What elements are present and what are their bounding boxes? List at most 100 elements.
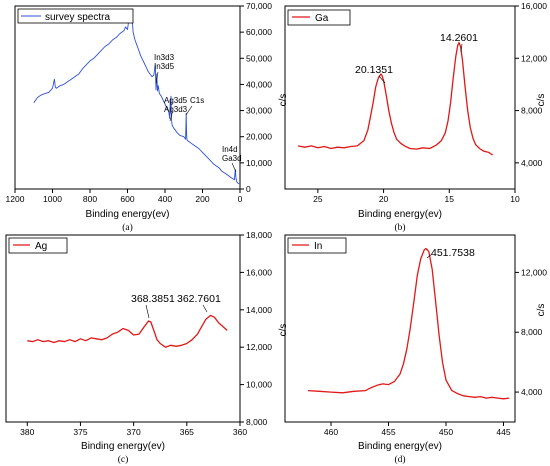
x-tick-label: 375 <box>73 427 87 437</box>
y-tick-label: 10,000 <box>246 380 272 390</box>
y-tick-label: 8,000 <box>521 106 543 116</box>
axis-ticks: 1200 1000 800 600 400 200 00 10,000 20,000 30,000… <box>6 1 273 204</box>
x-tick-label: 455 <box>381 427 395 437</box>
peak-leader-1 <box>426 253 433 259</box>
y-tick-label: 4,000 <box>521 158 543 168</box>
plot-frame <box>284 5 516 190</box>
axis-ticks: 25 20 15 10 4,000 8,000 12,000 16,000 <box>313 1 547 204</box>
x-tick-label: 25 <box>313 194 323 204</box>
x-tick-label: 15 <box>445 194 455 204</box>
y-tick-label: 12,000 <box>246 342 272 352</box>
series-line <box>33 16 240 185</box>
peak-leader-1 <box>378 75 386 84</box>
legend: In <box>287 237 347 254</box>
y-tick-label: 60,000 <box>246 27 272 37</box>
y-tick-label: 20,000 <box>246 132 272 142</box>
y-tick-label: 10,000 <box>246 158 272 168</box>
x-tick-label: 10 <box>510 194 520 204</box>
x-tick-label: 20 <box>379 194 389 204</box>
y-axis-label: c/s <box>536 94 547 107</box>
x-tick-label: 1000 <box>43 194 62 204</box>
legend-box <box>17 8 134 24</box>
legend-label: In <box>314 241 322 252</box>
y-tick-label: 4,000 <box>521 387 543 397</box>
y-tick-label: 16,000 <box>246 267 272 277</box>
x-tick-label: 1200 <box>6 194 25 204</box>
peak-leader-2 <box>460 43 463 53</box>
legend-label: Ag <box>35 241 47 252</box>
x-axis-label: Binding energy(ev) <box>358 441 442 452</box>
plot-frame <box>284 234 516 423</box>
y-tick-label: 16,000 <box>521 1 547 11</box>
plot-frame <box>5 234 241 423</box>
annotation-arrow-c1s <box>185 105 193 116</box>
y-tick-label: 30,000 <box>246 106 272 116</box>
legend-label: survey spectra <box>45 12 110 23</box>
series-line <box>307 247 510 400</box>
x-tick-label: 380 <box>20 427 34 437</box>
survey-chart: 1200 1000 800 600 400 200 00 10,000 20,000 30,000… <box>6 1 289 233</box>
peak-label-1: 20.1351 <box>355 64 393 76</box>
axis-ticks: 460 455 450 445 4,000 8,000 12,000 <box>324 267 547 437</box>
panel-caption: (d) <box>394 454 405 465</box>
x-tick-label: 800 <box>83 194 97 204</box>
peak-leader-2 <box>202 304 208 313</box>
annotation-ag3d5: Ag3d5 <box>164 96 188 105</box>
annotation-in3d5: In3d5 <box>154 62 175 71</box>
annotation-ga3d: Ga3d <box>222 154 242 163</box>
series <box>297 41 494 156</box>
series-line <box>297 41 494 156</box>
panel-caption: (a) <box>122 222 133 233</box>
y-tick-label: 0 <box>246 184 251 194</box>
legend-box <box>287 9 351 26</box>
x-tick-label: 600 <box>120 194 134 204</box>
y-axis-label: c/s <box>278 94 289 107</box>
legend-box <box>8 237 68 254</box>
annotation-c1s: C1s <box>190 96 204 105</box>
y-tick-label: 70,000 <box>246 1 272 11</box>
peak-label-2: 14.2601 <box>440 32 478 44</box>
x-tick-label: 370 <box>127 427 141 437</box>
legend: survey spectra <box>17 8 134 24</box>
peak-label-1: 368.3851 <box>131 293 175 305</box>
peak-label-2: 362.7601 <box>177 293 221 305</box>
x-tick-label: 360 <box>233 427 247 437</box>
panel-caption: (b) <box>394 222 405 233</box>
series-line <box>27 314 228 348</box>
panel-caption: (c) <box>118 454 129 465</box>
x-tick-label: 200 <box>195 194 209 204</box>
peak-label-1: 451.7538 <box>431 247 475 259</box>
x-axis-label: Binding energy(ev) <box>358 209 442 220</box>
annotation-arrow-in4d <box>231 162 237 173</box>
x-tick-label: 450 <box>439 427 453 437</box>
legend: Ga <box>287 9 351 26</box>
annotation-in3d3: In3d3 <box>154 53 175 62</box>
y-tick-label: 14,000 <box>246 305 272 315</box>
y-tick-label: 8,000 <box>521 327 543 337</box>
y-tick-label: 50,000 <box>246 53 272 63</box>
x-tick-label: 400 <box>158 194 172 204</box>
legend: Ag <box>8 237 68 254</box>
y-tick-label: 12,000 <box>521 53 547 63</box>
x-axis-label: Binding energy(ev) <box>81 441 165 452</box>
x-tick-label: 445 <box>496 427 510 437</box>
x-tick-label: 365 <box>180 427 194 437</box>
annotation-in4d: In4d <box>222 145 238 154</box>
series <box>33 16 240 185</box>
x-tick-label: 0 <box>238 194 243 204</box>
ga-chart: 25 20 15 10 4,000 8,000 12,000 16,000 Ga 20.135… <box>284 1 547 233</box>
peak-leader-1 <box>145 304 150 319</box>
plot-frame <box>14 5 241 190</box>
x-tick-label: 460 <box>324 427 338 437</box>
y-axis-label: c/s <box>278 324 289 337</box>
y-tick-label: 18,000 <box>246 230 272 240</box>
legend-box <box>287 237 347 254</box>
annotation-ag3d3: Ag3d3 <box>164 105 188 114</box>
y-tick-label: 12,000 <box>521 267 547 277</box>
in-chart: 460 455 450 445 4,000 8,000 12,000 In 451.7538… <box>284 234 547 465</box>
series <box>27 314 228 348</box>
annotation-arrow-in <box>155 71 159 84</box>
